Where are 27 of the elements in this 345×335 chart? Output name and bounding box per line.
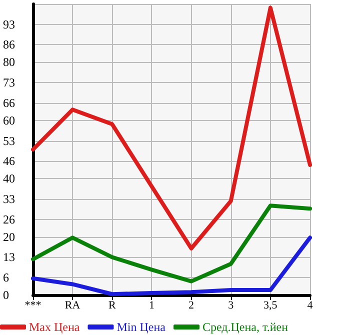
x-tick-label: 2 <box>188 300 194 312</box>
y-tick-label: 33 <box>3 192 15 206</box>
x-tick-label: *** <box>24 300 42 312</box>
y-tick-label: 86 <box>3 38 15 52</box>
y-tick-label: 40 <box>3 172 15 186</box>
y-tick-label: 60 <box>3 113 15 128</box>
y-tick-label: 20 <box>3 230 15 244</box>
legend-label: Max Цена <box>29 320 80 334</box>
y-tick-label: 6 <box>3 270 9 285</box>
line-series <box>31 204 312 284</box>
x-tick-label: RA <box>64 300 80 312</box>
legend-label: Min Цена <box>116 320 166 334</box>
y-tick-label: 93 <box>3 17 15 32</box>
x-tick-label: 3,5 <box>264 300 278 312</box>
legend-label: Сред.Цена, т.йен <box>202 320 289 334</box>
y-tick-label: 0 <box>3 288 9 302</box>
y-tick-label: 53 <box>3 134 15 148</box>
y-tick-label: 26 <box>3 212 15 226</box>
x-tick-label: 3 <box>228 300 234 312</box>
y-tick-label: 73 <box>3 76 15 90</box>
y-tick-label: 66 <box>3 96 15 110</box>
y-tick-label: 13 <box>3 250 15 264</box>
x-tick-label: 1 <box>148 300 154 312</box>
y-tick-label: 80 <box>3 55 15 70</box>
x-tick-label: R <box>108 300 116 312</box>
y-tick-label: 46 <box>3 154 15 168</box>
x-tick-label: 4 <box>307 300 314 312</box>
